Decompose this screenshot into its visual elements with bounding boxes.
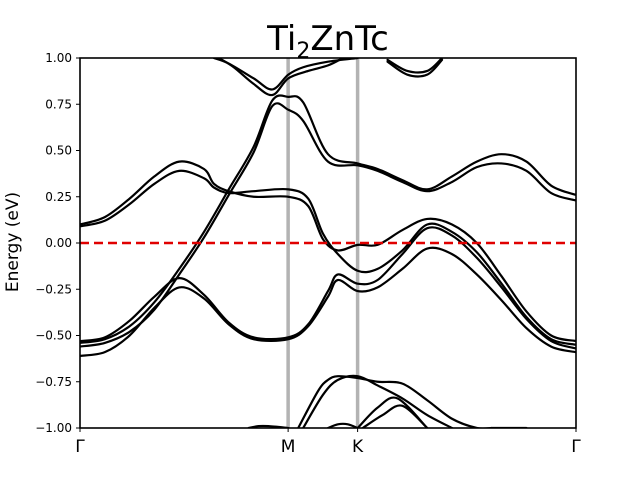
y-tick-label: −1.00 — [35, 421, 72, 435]
band-12 — [302, 374, 454, 428]
band-9 — [386, 58, 444, 78]
chart-title-subscript: 2 — [296, 39, 310, 64]
band-5 — [80, 226, 576, 350]
x-tick-label: K — [352, 437, 364, 457]
axis-ticks: −1.00 −0.75 −0.50 −0.25 0.00 0.25 0.50 0.75 1.00… — [35, 51, 581, 457]
y-tick-label: 0.75 — [45, 97, 72, 111]
y-tick-label: 0.25 — [45, 190, 72, 204]
band-6 — [80, 246, 576, 357]
x-tick-label: Γ — [75, 437, 85, 457]
bands — [80, 58, 576, 428]
x-tick-label: Γ — [571, 437, 581, 457]
band-4 — [80, 169, 576, 346]
y-tick-label: −0.25 — [35, 282, 72, 296]
band-3 — [80, 160, 576, 343]
y-tick-label: −0.50 — [35, 329, 72, 343]
band-1 — [80, 94, 576, 344]
chart-title-rest: ZnTc — [310, 19, 389, 59]
plot-area — [80, 58, 576, 428]
y-tick-label: −0.75 — [35, 375, 72, 389]
y-tick-label: 0.00 — [45, 236, 72, 250]
band-2 — [80, 102, 576, 348]
chart-title-main: Ti — [266, 19, 296, 59]
band-15 — [247, 424, 290, 428]
band-10 — [386, 58, 444, 74]
band-16 — [326, 422, 359, 428]
band-11 — [297, 375, 493, 428]
y-tick-label: 0.50 — [45, 144, 72, 158]
band-14 — [361, 404, 429, 428]
y-axis-label: Energy (eV) — [3, 192, 23, 292]
band-8 — [217, 58, 344, 97]
x-tick-label: M — [281, 437, 296, 457]
y-tick-label: 1.00 — [45, 51, 72, 65]
